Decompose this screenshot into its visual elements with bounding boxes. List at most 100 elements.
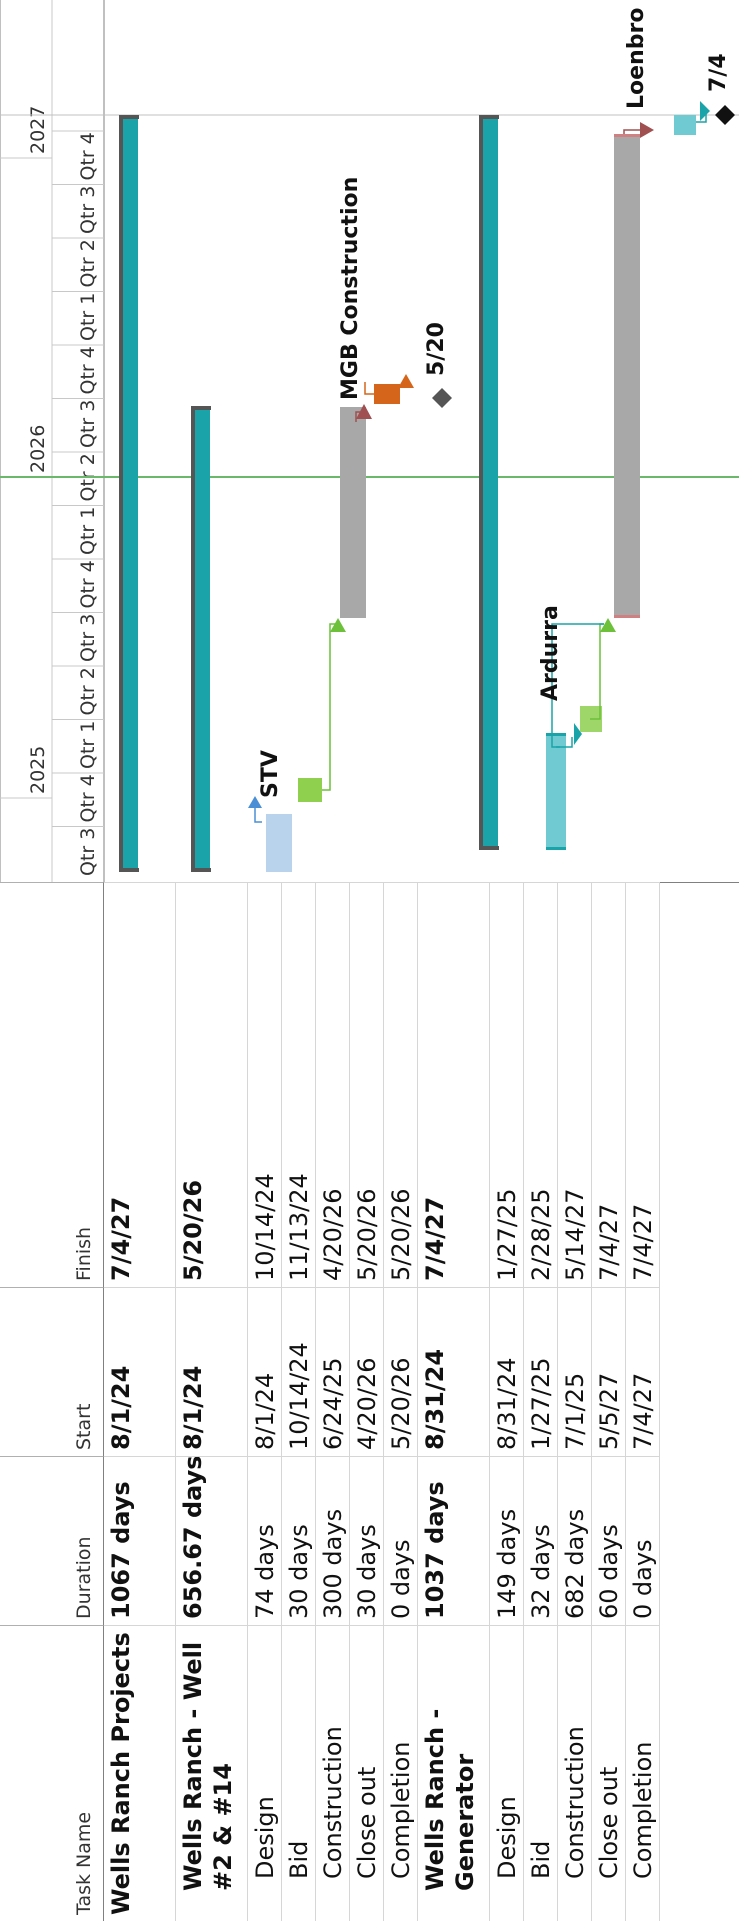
cell-finish[interactable]: 2/28/25	[524, 882, 557, 1287]
cell-start[interactable]: 8/1/24	[176, 1287, 247, 1456]
table-row[interactable]: Wells Ranch - Generator 1037 days 8/31/24 7…	[418, 882, 490, 1921]
cell-duration[interactable]: 1067 days	[104, 1456, 175, 1625]
table-row[interactable]: Bid 30 days 10/14/24 11/13/24	[282, 882, 316, 1921]
cell-start[interactable]: 5/20/26	[384, 1287, 417, 1456]
bar-label-mgb-construction: MGB Construction	[338, 176, 363, 400]
cell-name[interactable]: Close out	[592, 1625, 625, 1921]
cell-finish[interactable]: 4/20/26	[316, 882, 349, 1287]
cell-name[interactable]: Wells Ranch - Generator	[418, 1625, 489, 1921]
cell-duration[interactable]: 0 days	[384, 1456, 417, 1625]
cell-name[interactable]: Wells Ranch - Well #2 & #14	[176, 1625, 247, 1921]
cell-finish[interactable]: 5/20/26	[176, 882, 247, 1287]
summary-bar-wells-ranch-projects[interactable]	[119, 115, 139, 872]
cell-duration[interactable]: 656.67 days	[176, 1456, 247, 1625]
cell-finish[interactable]: 1/27/25	[490, 882, 523, 1287]
table-row[interactable]: Wells Ranch - Well #2 & #14 656.67 days 8/…	[176, 882, 248, 1921]
column-header-label: Duration	[73, 1536, 95, 1619]
cell-start[interactable]: 10/14/24	[282, 1287, 315, 1456]
summary-bar-generator[interactable]	[479, 115, 499, 850]
year-label-2027: 2027	[27, 106, 49, 154]
cell-duration[interactable]: 30 days	[350, 1456, 383, 1625]
milestone-completion-2[interactable]	[715, 105, 735, 125]
bar-label-ardurra: Ardurra	[538, 605, 563, 701]
table-row[interactable]: Construction 300 days 6/24/25 4/20/26	[316, 882, 350, 1921]
table-row[interactable]: Completion 0 days 7/4/27 7/4/27	[626, 882, 660, 1921]
cell-duration[interactable]: 0 days	[626, 1456, 659, 1625]
cell-name[interactable]: Completion	[626, 1625, 659, 1921]
cell-name[interactable]: Close out	[350, 1625, 383, 1921]
cell-start[interactable]: 8/31/24	[490, 1287, 523, 1456]
bar-label-ardurra-box: Ardurra	[538, 605, 563, 701]
cell-name[interactable]: Bid	[524, 1625, 557, 1921]
task-bar-closeout-2[interactable]	[674, 115, 696, 135]
dependency-arrowhead	[574, 723, 582, 745]
summary-bar-well-2-14[interactable]	[191, 406, 211, 872]
column-header-finish[interactable]: Finish	[0, 882, 104, 1287]
cell-duration[interactable]: 30 days	[282, 1456, 315, 1625]
table-row[interactable]: Close out 60 days 5/5/27 7/4/27	[592, 882, 626, 1921]
task-bar-construction-2[interactable]	[614, 134, 640, 618]
cell-duration[interactable]: 60 days	[592, 1456, 625, 1625]
dependency-arrowhead	[398, 374, 414, 388]
cell-finish[interactable]: 5/20/26	[384, 882, 417, 1287]
cell-duration[interactable]: 1037 days	[418, 1456, 489, 1625]
quarter-label: Qtr 3	[77, 186, 99, 234]
cell-name[interactable]: Design	[248, 1625, 281, 1921]
column-header-label: Finish	[73, 1226, 95, 1281]
cell-start[interactable]: 7/1/25	[558, 1287, 591, 1456]
cell-finish[interactable]: 7/4/27	[418, 882, 489, 1287]
cell-finish[interactable]: 7/4/27	[626, 882, 659, 1287]
table-row[interactable]: Design 74 days 8/1/24 10/14/24	[248, 882, 282, 1921]
table-row[interactable]: Bid 32 days 1/27/25 2/28/25	[524, 882, 558, 1921]
cell-finish[interactable]: 10/14/24	[248, 882, 281, 1287]
table-row[interactable]: Close out 30 days 4/20/26 5/20/26	[350, 882, 384, 1921]
quarter-label: Qtr 3	[77, 828, 99, 876]
task-bar-design-1[interactable]	[266, 814, 292, 872]
cell-duration[interactable]: 149 days	[490, 1456, 523, 1625]
cell-start[interactable]: 5/5/27	[592, 1287, 625, 1456]
cell-name[interactable]: Construction	[316, 1625, 349, 1921]
column-header-duration[interactable]: Duration	[0, 1456, 104, 1625]
cell-name[interactable]: Completion	[384, 1625, 417, 1921]
table-row[interactable]: Design 149 days 8/31/24 1/27/25	[490, 882, 524, 1921]
table-row[interactable]: Wells Ranch Projects 1067 days 8/1/24 7/4/2…	[104, 882, 176, 1921]
table-row[interactable]: Construction 682 days 7/1/25 5/14/27	[558, 882, 592, 1921]
cell-duration[interactable]: 74 days	[248, 1456, 281, 1625]
cell-start[interactable]: 8/1/24	[248, 1287, 281, 1456]
cell-name[interactable]: Bid	[282, 1625, 315, 1921]
cell-start[interactable]: 1/27/25	[524, 1287, 557, 1456]
column-header-task-name[interactable]: Task Name	[0, 1625, 104, 1921]
cell-name[interactable]: Design	[490, 1625, 523, 1921]
cell-start[interactable]: 8/31/24	[418, 1287, 489, 1456]
cell-name[interactable]: Wells Ranch Projects	[104, 1625, 175, 1921]
table-row[interactable]: Completion 0 days 5/20/26 5/20/26	[384, 882, 418, 1921]
cell-finish[interactable]: 7/4/27	[104, 882, 175, 1287]
gantt-chart: 2025 2026 2027 Qtr 3 Qtr 4 Qtr 1 Qtr 2 Qtr 3…	[0, 0, 739, 882]
task-bar-closeout-1[interactable]	[374, 384, 400, 404]
quarter-label: Qtr 2	[77, 667, 99, 715]
cell-duration[interactable]: 300 days	[316, 1456, 349, 1625]
dependency-arrow	[322, 623, 336, 791]
year-label-2026: 2026	[27, 425, 49, 473]
cell-start[interactable]: 4/20/26	[350, 1287, 383, 1456]
cell-name[interactable]: Construction	[558, 1625, 591, 1921]
cell-duration[interactable]: 32 days	[524, 1456, 557, 1625]
bar-label-milestone2-box: 7/4	[706, 53, 731, 92]
cell-finish[interactable]: 5/20/26	[350, 882, 383, 1287]
column-header-label: Task Name	[73, 1811, 95, 1915]
task-bar-design-2[interactable]	[546, 733, 566, 850]
bar-label-loenbro-box: Loenbro	[624, 8, 649, 109]
task-bar-construction-1[interactable]	[340, 407, 366, 618]
cell-finish[interactable]: 7/4/27	[592, 882, 625, 1287]
cell-start[interactable]: 6/24/25	[316, 1287, 349, 1456]
cell-duration[interactable]: 682 days	[558, 1456, 591, 1625]
cell-start[interactable]: 8/1/24	[104, 1287, 175, 1456]
cell-start[interactable]: 7/4/27	[626, 1287, 659, 1456]
task-table: Task Name Duration Start Finish Wells Ra…	[0, 882, 739, 1921]
cell-finish[interactable]: 5/14/27	[558, 882, 591, 1287]
dependency-line	[355, 411, 360, 422]
bar-label-milestone1-box: 5/20	[424, 322, 449, 376]
milestone-completion-1[interactable]	[432, 388, 452, 408]
column-header-start[interactable]: Start	[0, 1287, 104, 1456]
cell-finish[interactable]: 11/13/24	[282, 882, 315, 1287]
